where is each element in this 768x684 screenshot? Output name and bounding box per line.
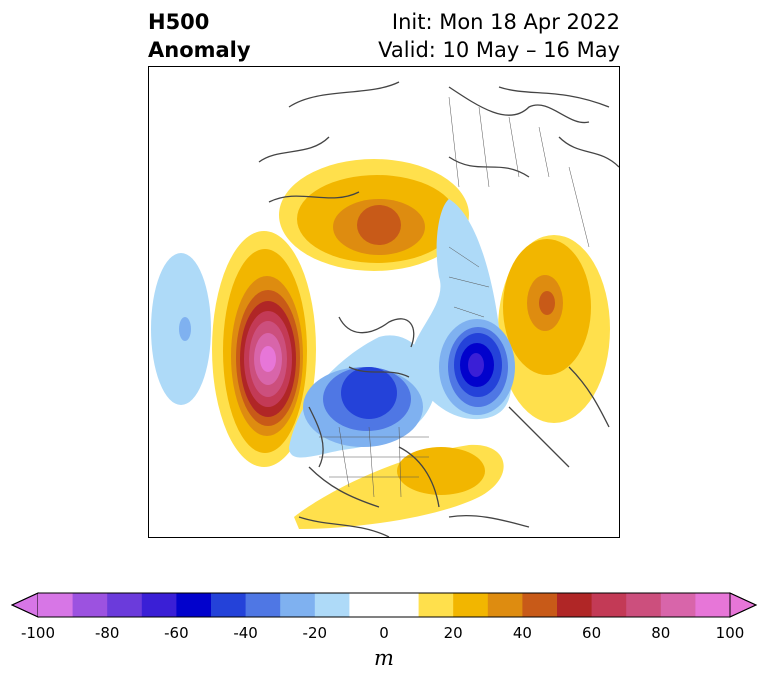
map-title-field: Anomaly — [148, 38, 251, 62]
title-block-right: Init: Mon 18 Apr 2022 Valid: 10 May – 16… — [378, 8, 620, 64]
map-panel — [148, 66, 620, 538]
anomaly-map — [151, 81, 619, 537]
anomaly-positive-siberia — [498, 235, 610, 423]
map-title-variable: H500 — [148, 10, 210, 34]
colorbar-bin — [660, 593, 696, 617]
borders — [319, 96, 590, 498]
anomaly-positive-pacific — [212, 231, 316, 467]
init-date-label: Init: Mon 18 Apr 2022 — [391, 10, 620, 34]
colorbar-bin — [38, 593, 74, 617]
valid-range-label: Valid: 10 May – 16 May — [378, 38, 620, 62]
colorbar-bin — [591, 593, 627, 617]
colorbar-tick-label: -60 — [164, 624, 189, 642]
colorbar-unit-label: m — [374, 646, 394, 670]
colorbar-extend-low — [10, 592, 39, 618]
colorbar — [10, 590, 758, 620]
colorbar-outline — [10, 592, 758, 618]
colorbar-bin — [349, 593, 385, 617]
anomaly-negative-north-america — [289, 335, 435, 458]
title-block-left: H500 Anomaly — [148, 8, 251, 64]
colorbar-bin — [384, 593, 420, 617]
colorbar-tick-label: -100 — [20, 624, 56, 642]
colorbar-bin — [626, 593, 662, 617]
colorbar-bin — [72, 593, 108, 617]
colorbar-tick-label: 80 — [651, 624, 671, 642]
colorbar-bin — [314, 593, 350, 617]
anomaly-negative-far-west — [151, 253, 211, 405]
colorbar-bin — [280, 593, 316, 617]
colorbar-extend-high — [729, 592, 758, 618]
colorbar-bin — [211, 593, 247, 617]
colorbar-bin — [107, 593, 143, 617]
colorbar-tick-label: 40 — [512, 624, 532, 642]
colorbar-bin — [141, 593, 177, 617]
colorbar-tick-label: -40 — [233, 624, 258, 642]
colorbar-tick-label: 20 — [443, 624, 463, 642]
colorbar-tick-label: 100 — [715, 624, 745, 642]
colorbar-bin — [557, 593, 593, 617]
colorbar-bin — [245, 593, 281, 617]
colorbar-bin — [176, 593, 212, 617]
colorbar-bin — [522, 593, 558, 617]
colorbar-graphic — [10, 592, 758, 618]
colorbar-bin — [418, 593, 454, 617]
colorbar-tick-label: -80 — [94, 624, 120, 642]
colorbar-tick-label: 0 — [379, 624, 389, 642]
anomaly-positive-arctic — [279, 159, 469, 271]
anomaly-positive-atlantic — [294, 444, 504, 529]
colorbar-bin — [487, 593, 523, 617]
colorbar-bin — [695, 593, 731, 617]
colorbar-tick-label: -20 — [302, 624, 328, 642]
colorbar-tick-label: 60 — [582, 624, 602, 642]
colorbar-bin — [453, 593, 489, 617]
